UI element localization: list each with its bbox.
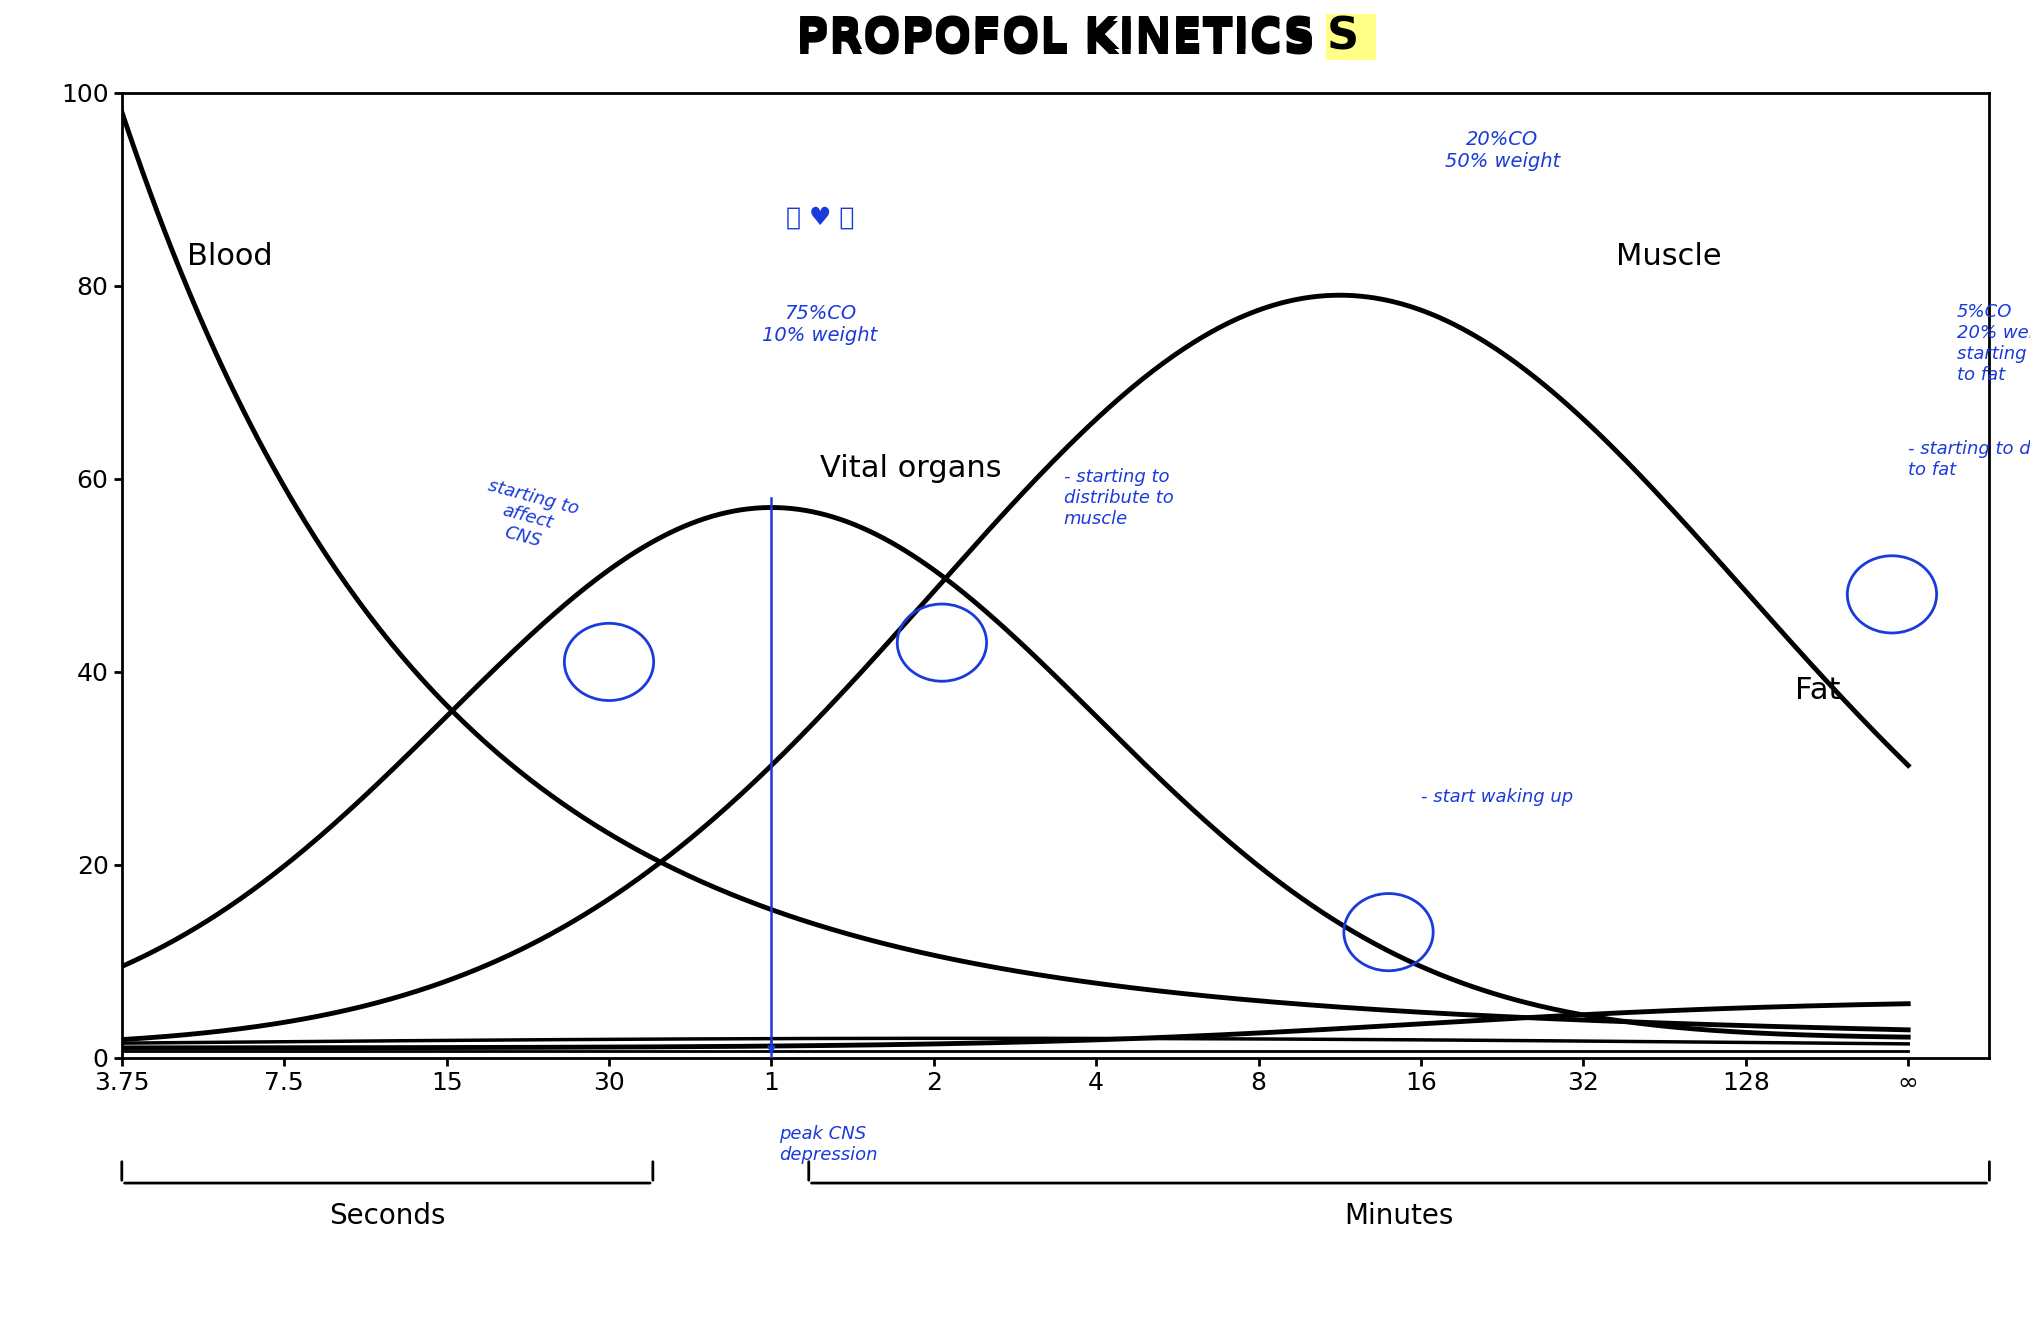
Text: S: S bbox=[1328, 16, 1374, 58]
Text: 🧠 ♥ 🫘: 🧠 ♥ 🫘 bbox=[786, 206, 855, 230]
Text: 20%CO
50% weight: 20%CO 50% weight bbox=[1445, 130, 1559, 171]
Text: 5%CO
20% weight
starting to distribute
to fat: 5%CO 20% weight starting to distribute t… bbox=[1957, 303, 2030, 383]
Text: starting to
affect
CNS: starting to affect CNS bbox=[475, 476, 581, 558]
Text: PROPOFOL KINETICS: PROPOFOL KINETICS bbox=[796, 21, 1315, 63]
Text: - starting to distribute
to fat: - starting to distribute to fat bbox=[1908, 440, 2030, 479]
Text: - starting to
distribute to
muscle: - starting to distribute to muscle bbox=[1064, 468, 1173, 527]
Text: peak CNS
depression: peak CNS depression bbox=[780, 1125, 879, 1163]
Text: Muscle: Muscle bbox=[1616, 242, 1721, 271]
Text: Minutes: Minutes bbox=[1344, 1203, 1453, 1231]
Text: Seconds: Seconds bbox=[329, 1203, 445, 1231]
Text: Fat: Fat bbox=[1795, 677, 1839, 706]
Text: Vital organs: Vital organs bbox=[820, 455, 1001, 484]
Text: 75%CO
10% weight: 75%CO 10% weight bbox=[763, 304, 877, 345]
Text: - start waking up: - start waking up bbox=[1421, 788, 1573, 806]
Text: PROPOFOL KINETICS: PROPOFOL KINETICS bbox=[796, 16, 1315, 58]
Text: Blood: Blood bbox=[187, 242, 272, 271]
